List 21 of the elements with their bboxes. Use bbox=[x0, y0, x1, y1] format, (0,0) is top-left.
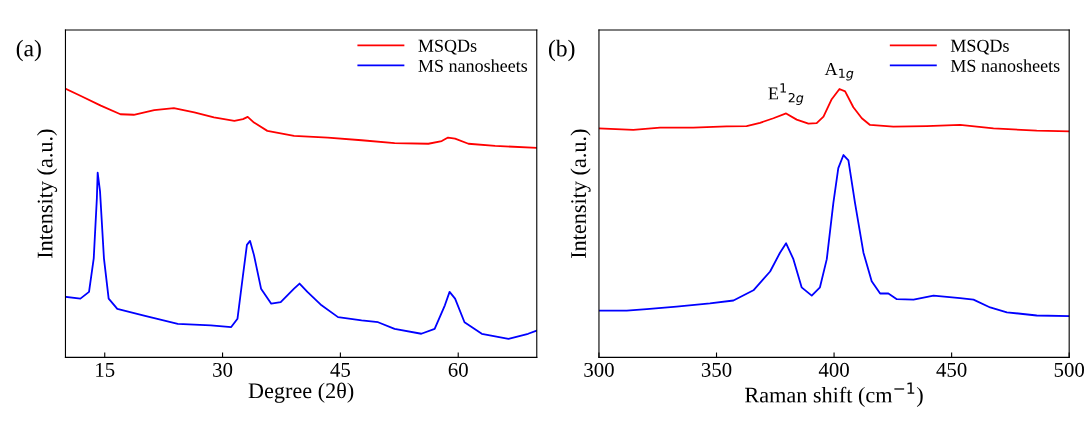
x-tick-label: 450 bbox=[936, 362, 967, 377]
x-tick-label: 30 bbox=[213, 362, 233, 377]
legend-label: MS nanosheets bbox=[418, 59, 528, 72]
annotation: E$^{1}$$_{2g}$ bbox=[768, 83, 804, 105]
x-tick-label: 400 bbox=[818, 362, 849, 377]
x-tick-label: 60 bbox=[448, 362, 468, 377]
legend-label: MSQDs bbox=[950, 39, 1009, 55]
legend-label: MS nanosheets bbox=[950, 59, 1060, 72]
legend-label: MSQDs bbox=[418, 39, 477, 55]
y-axis-title: Intensity (a.u.) bbox=[36, 129, 58, 258]
x-tick-label: 300 bbox=[584, 362, 614, 377]
x-tick-label: 15 bbox=[96, 362, 115, 377]
x-axis-title: Degree (2θ) bbox=[248, 382, 354, 403]
y-axis-title: Intensity (a.u.) bbox=[570, 129, 591, 258]
x-tick-label: 350 bbox=[701, 362, 732, 377]
annotation: A$_{1g}$ bbox=[824, 62, 854, 81]
text: (b) bbox=[548, 39, 575, 62]
text: (a) bbox=[16, 39, 41, 62]
x-tick-label: 500 bbox=[1054, 362, 1085, 377]
x-tick-label: 45 bbox=[330, 362, 350, 377]
x-axis-title: Raman shift (cm$^{−1}$) bbox=[745, 382, 923, 408]
